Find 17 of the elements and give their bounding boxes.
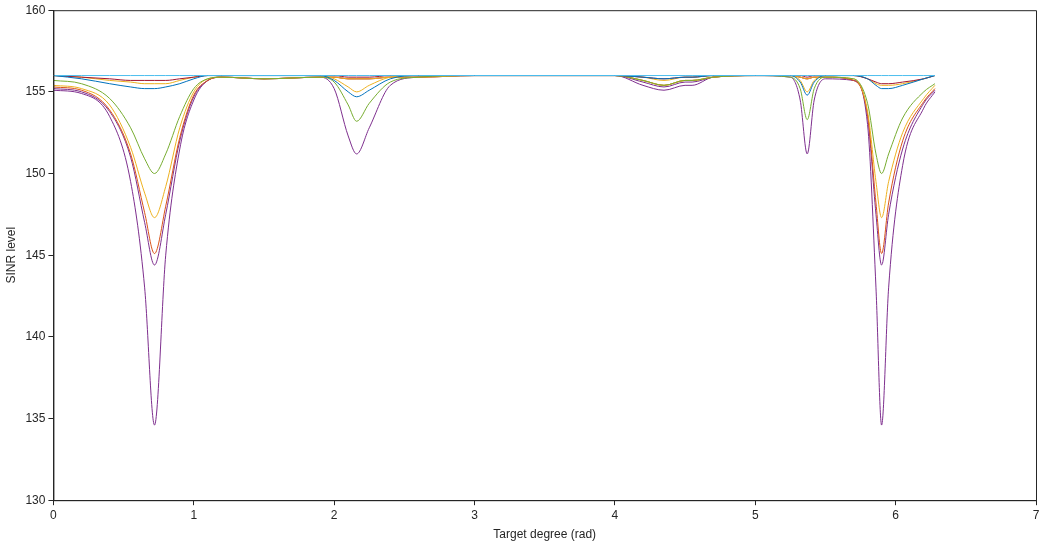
- x-tick-label: 7: [1032, 507, 1040, 522]
- x-tick-label: 4: [611, 507, 619, 522]
- y-tick-label: 145: [25, 247, 46, 262]
- x-tick-label: 0: [50, 507, 58, 522]
- x-axis-title: Target degree (rad): [493, 527, 597, 542]
- y-tick-label: 155: [25, 84, 46, 99]
- y-tick-label: 130: [25, 492, 46, 507]
- y-tick-label: 160: [25, 2, 46, 17]
- x-tick-label: 6: [892, 507, 900, 522]
- x-tick-label: 1: [190, 507, 198, 522]
- y-tick-label: 150: [25, 165, 46, 180]
- x-tick-label: 3: [471, 507, 479, 522]
- y-tick-label: 135: [25, 410, 46, 425]
- y-axis-title: SINR level: [3, 226, 18, 284]
- x-tick-label: 2: [330, 507, 338, 522]
- y-tick-label: 140: [25, 329, 46, 344]
- x-tick-label: 5: [751, 507, 759, 522]
